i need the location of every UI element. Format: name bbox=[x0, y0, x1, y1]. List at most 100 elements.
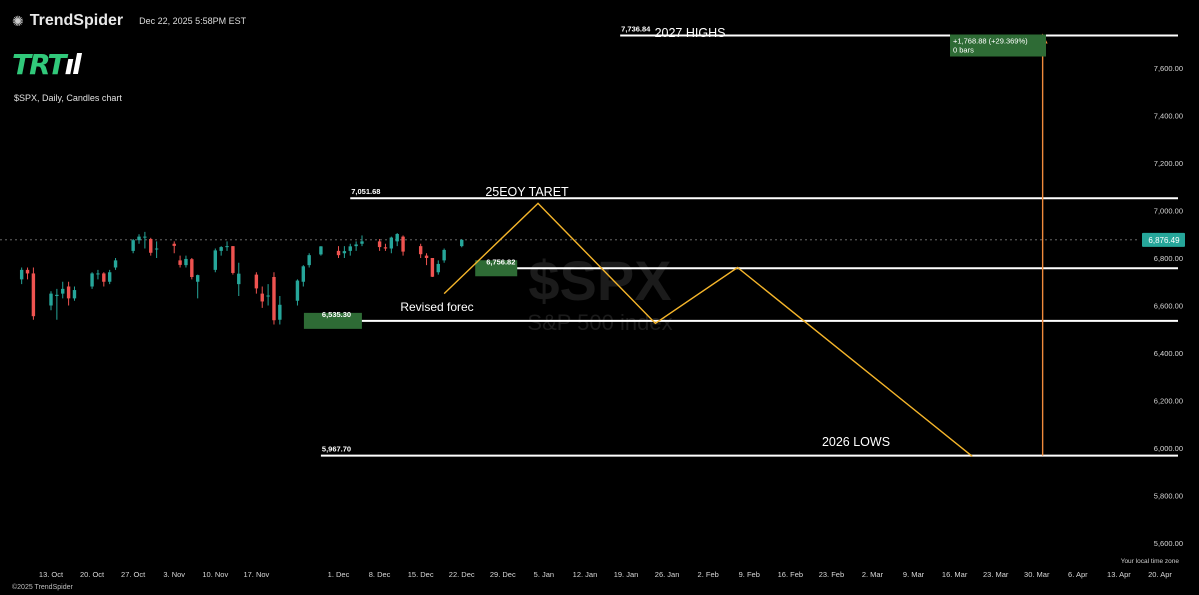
brand-header: ✺ TrendSpider Dec 22, 2025 5:58PM EST bbox=[12, 12, 246, 30]
candle-body-44 bbox=[389, 237, 394, 249]
candle-body-1 bbox=[25, 269, 30, 274]
level-label-box-2 bbox=[475, 260, 518, 277]
level-tag-0: 2027 HIGHS bbox=[655, 26, 726, 40]
candle-body-38 bbox=[342, 251, 347, 254]
candle-body-32 bbox=[278, 304, 282, 320]
candle-body-17 bbox=[154, 248, 159, 250]
level-tag-1: 25EOY TARET bbox=[485, 185, 569, 199]
y-tick-label-6: 6,800.00 bbox=[1154, 254, 1183, 263]
candle-body-27 bbox=[237, 273, 241, 285]
measure-change: +1,768.88 (+29.369%) bbox=[953, 37, 1028, 46]
y-tick-label-3: 6,200.00 bbox=[1154, 397, 1183, 406]
level-label-box-3 bbox=[303, 312, 362, 329]
x-tick-label-2: 27. Oct bbox=[121, 570, 146, 579]
x-tick-label-15: 2. Feb bbox=[698, 570, 719, 579]
x-tick-label-18: 23. Feb bbox=[819, 570, 844, 579]
candle-body-50 bbox=[436, 263, 440, 273]
candle-body-24 bbox=[219, 247, 223, 251]
candle-body-40 bbox=[354, 244, 358, 247]
x-tick-label-14: 26. Jan bbox=[655, 570, 680, 579]
logo-letters: TRT bbox=[12, 48, 66, 81]
x-tick-label-9: 22. Dec bbox=[449, 570, 475, 579]
candle-body-4 bbox=[55, 294, 59, 296]
candle-body-3 bbox=[49, 293, 53, 306]
candle-body-16 bbox=[149, 239, 153, 253]
spider-logo-icon: ✺ bbox=[12, 12, 24, 29]
candle-body-36 bbox=[319, 246, 323, 255]
x-tick-label-5: 17. Nov bbox=[243, 570, 269, 579]
x-tick-label-19: 2. Mar bbox=[862, 570, 884, 579]
level-label-1: 7,051.68 bbox=[351, 187, 380, 196]
x-tick-label-20: 9. Mar bbox=[903, 570, 925, 579]
candle-body-7 bbox=[72, 290, 77, 299]
x-tick-label-24: 6. Apr bbox=[1068, 570, 1088, 579]
y-tick-label-2: 6,000.00 bbox=[1154, 444, 1183, 453]
candle-body-28 bbox=[254, 274, 259, 289]
candle-body-29 bbox=[260, 293, 264, 302]
level-label-3: 6,535.30 bbox=[322, 310, 351, 319]
symbol-description: $SPX, Daily, Candles chart bbox=[14, 93, 122, 103]
candle-body-45 bbox=[395, 234, 399, 242]
x-tick-label-17: 16. Feb bbox=[778, 570, 803, 579]
x-tick-label-12: 12. Jan bbox=[573, 570, 598, 579]
candle-body-42 bbox=[377, 241, 382, 248]
candle-body-46 bbox=[401, 236, 405, 252]
y-tick-label-0: 5,600.00 bbox=[1154, 539, 1183, 548]
y-tick-label-1: 5,800.00 bbox=[1154, 492, 1183, 501]
x-tick-label-23: 30. Mar bbox=[1024, 570, 1050, 579]
candle-body-13 bbox=[131, 240, 135, 251]
candle-body-21 bbox=[190, 259, 194, 277]
bars-icon: ıl bbox=[64, 48, 82, 81]
candle-body-48 bbox=[424, 255, 429, 258]
y-tick-label-7: 7,000.00 bbox=[1154, 207, 1183, 216]
x-tick-label-16: 9. Feb bbox=[739, 570, 760, 579]
candle-body-34 bbox=[301, 266, 306, 282]
y-tick-label-4: 6,400.00 bbox=[1154, 349, 1183, 358]
candle-body-15 bbox=[143, 236, 147, 238]
candle-body-39 bbox=[348, 246, 352, 251]
candle-body-22 bbox=[195, 275, 200, 282]
x-tick-label-0: 13. Oct bbox=[39, 570, 64, 579]
candle-body-37 bbox=[336, 250, 341, 256]
candle-body-2 bbox=[31, 273, 36, 317]
candle-body-51 bbox=[442, 249, 446, 261]
y-tick-label-8: 7,200.00 bbox=[1154, 159, 1183, 168]
candle-body-49 bbox=[430, 258, 435, 277]
y-tick-label-9: 7,400.00 bbox=[1154, 112, 1183, 121]
forecast-path[interactable] bbox=[443, 202, 973, 457]
x-tick-label-1: 20. Oct bbox=[80, 570, 105, 579]
candle-body-33 bbox=[295, 280, 300, 301]
candle-body-9 bbox=[96, 273, 100, 275]
y-tick-label-10: 7,600.00 bbox=[1154, 64, 1183, 73]
candle-body-6 bbox=[66, 286, 71, 299]
candle-body-8 bbox=[90, 273, 94, 287]
level-label-4: 5,967.70 bbox=[322, 445, 351, 454]
candle-body-43 bbox=[383, 247, 388, 249]
candle-body-26 bbox=[231, 246, 235, 273]
level-label-2: 6,756.82 bbox=[486, 257, 515, 266]
y-tick-label-5: 6,600.00 bbox=[1154, 302, 1183, 311]
forecast-label: Revised forec bbox=[400, 300, 473, 314]
last-price-label: 6,876.49 bbox=[1148, 236, 1180, 245]
candle-body-5 bbox=[61, 288, 65, 294]
candle-body-11 bbox=[107, 272, 112, 282]
x-tick-label-10: 29. Dec bbox=[490, 570, 516, 579]
x-tick-label-21: 16. Mar bbox=[942, 570, 968, 579]
x-tick-label-22: 23. Mar bbox=[983, 570, 1009, 579]
candle-body-18 bbox=[172, 243, 176, 246]
candle-body-47 bbox=[418, 246, 423, 255]
last-price-badge bbox=[1142, 232, 1185, 247]
measure-bars: 0 bars bbox=[953, 46, 974, 55]
watermark-name: S&P 500 index bbox=[527, 310, 672, 335]
x-tick-label-8: 15. Dec bbox=[408, 570, 434, 579]
candle-body-19 bbox=[178, 260, 182, 265]
x-tick-label-6: 1. Dec bbox=[328, 570, 350, 579]
candle-body-31 bbox=[272, 277, 276, 321]
x-tick-label-26: 20. Apr bbox=[1148, 570, 1172, 579]
candle-body-23 bbox=[213, 250, 217, 270]
level-label-0: 7,736.84 bbox=[621, 25, 651, 34]
watermark-symbol: $SPX bbox=[528, 249, 671, 312]
candle-body-0 bbox=[19, 269, 24, 280]
brand-name: TrendSpider bbox=[29, 12, 124, 29]
